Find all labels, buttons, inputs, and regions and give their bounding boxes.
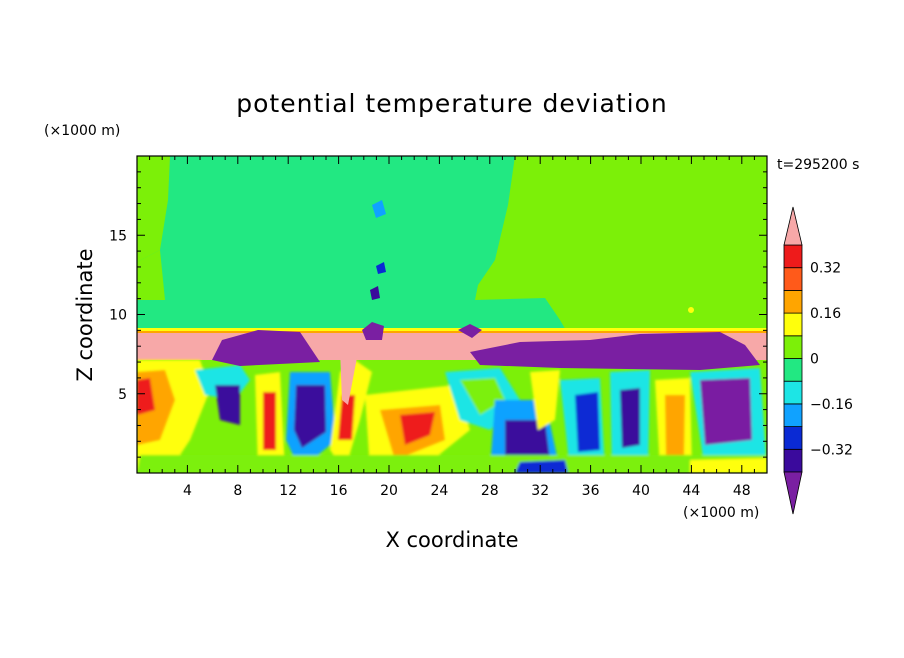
colorbar-label: −0.16 [810,397,853,413]
x-tick-label: 16 [330,483,348,499]
field-pink-tongue [340,340,358,405]
x-tick-label: 8 [233,483,242,499]
y-tick-label: 5 [118,387,127,403]
x-tick-label: 20 [380,483,398,499]
x-tick-label: 44 [682,483,700,499]
y-unit-label: (×1000 m) [44,123,120,139]
colorbar-cell [783,289,803,314]
x-unit-label: (×1000 m) [683,505,759,521]
field-left-patch [137,250,165,300]
y-axis-title: Z coordinate [73,248,97,381]
colorbar-label: 0.16 [810,306,841,322]
colorbar-cell [783,244,803,269]
chart-title: potential temperature deviation [236,89,667,118]
field-blue-spot-1 [376,262,386,274]
field-yellow-band [137,328,767,332]
field-purple-blob-3 [362,322,384,340]
field-orange-band [137,331,767,333]
field-yellow-spot [688,307,694,313]
field-purple-blob-4 [458,324,482,338]
colorbar-cell [783,335,803,359]
x-tick-label: 40 [632,483,650,499]
colorbar-cell [783,358,803,382]
field-cyan-blob [372,200,386,218]
colorbar-label: −0.32 [810,442,853,458]
y-tick-label: 15 [109,228,127,244]
x-axis: 4 8 12 16 20 24 28 32 36 40 44 48 [149,156,755,499]
time-label: t=295200 s [777,157,859,173]
field-blue-spot-2 [370,286,380,300]
x-axis-title: X coordinate [385,528,518,552]
colorbar-label: 0.32 [810,261,841,277]
x-tick-label: 12 [279,483,297,499]
colorbar-cell [783,448,803,473]
colorbar-extend-max [783,206,803,246]
field-purple-blob-2 [470,332,760,370]
contour-field [137,156,767,473]
x-tick-label: 24 [430,483,448,499]
x-tick-label: 32 [531,483,549,499]
colorbar-label: 0 [810,352,819,368]
x-tick-label: 28 [481,483,499,499]
field-purple-blob-1 [212,330,320,366]
colorbar-cell [783,403,803,427]
x-tick-label: 4 [183,483,192,499]
x-tick-label: 48 [733,483,751,499]
field-green-plume [137,156,567,332]
colorbar-cell [783,380,803,405]
colorbar-cell [783,426,803,450]
x-tick-label: 36 [582,483,600,499]
colorbar: 0.32 0.16 0 −0.16 −0.32 [783,206,853,515]
colorbar-cell [783,267,803,291]
y-tick-label: 10 [109,308,127,324]
colorbar-cell [783,312,803,337]
colorbar-extend-min [783,471,803,515]
y-axis: 5 10 15 [109,171,767,458]
